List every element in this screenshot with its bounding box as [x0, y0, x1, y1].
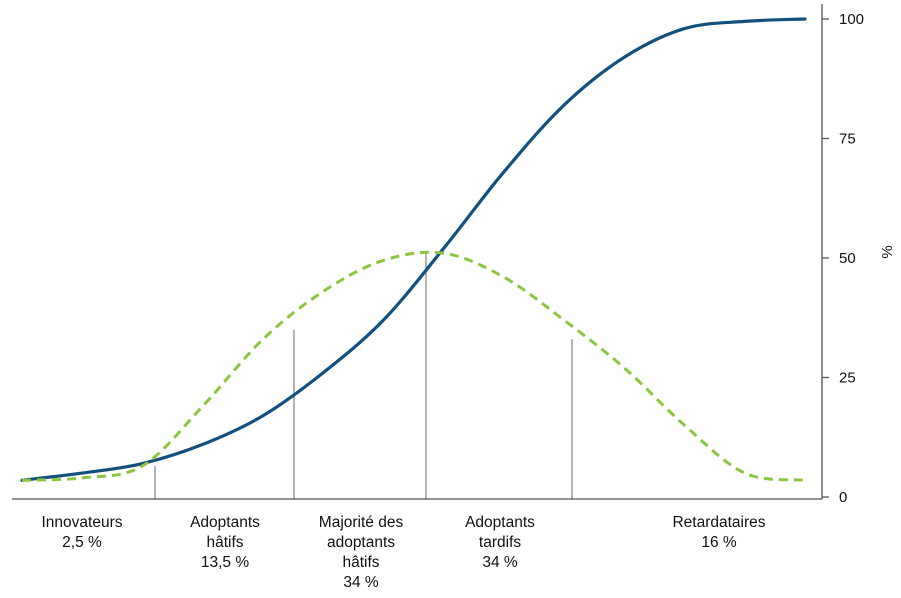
- series-line-dashed: [21, 250, 806, 482]
- y-tick-label: 50: [839, 250, 856, 267]
- category-labels: Innovateurs 2,5 % Adoptants hâtifs 13,5 % Maj…: [42, 514, 766, 591]
- category-label: 16 %: [701, 534, 737, 551]
- category-label: 34 %: [482, 554, 518, 571]
- category-label: hâtifs: [342, 554, 379, 571]
- category-label: hâtifs: [206, 534, 243, 551]
- category-label: Majorité des: [319, 514, 404, 531]
- segment-dividers: [154, 253, 573, 499]
- category-label: Adoptants: [190, 514, 260, 531]
- y-axis-ticks: 0 25 50 75 100: [822, 11, 864, 506]
- series-group: [20, 17, 807, 482]
- category-label: 2,5 %: [62, 534, 102, 551]
- series-line-solid: [20, 17, 807, 482]
- category-label: adoptants: [327, 534, 395, 551]
- y-tick-label: 100: [839, 11, 864, 28]
- category-label: 34 %: [343, 574, 379, 591]
- category-label: Retardataires: [672, 514, 765, 531]
- category-label: Adoptants: [465, 514, 535, 531]
- y-axis-label: %: [879, 245, 896, 258]
- y-tick-label: 0: [839, 489, 847, 506]
- category-label: tardifs: [479, 534, 521, 551]
- category-label: 13,5 %: [201, 554, 249, 571]
- y-tick-label: 75: [839, 131, 856, 148]
- y-tick-label: 25: [839, 370, 856, 387]
- category-label: Innovateurs: [42, 514, 123, 531]
